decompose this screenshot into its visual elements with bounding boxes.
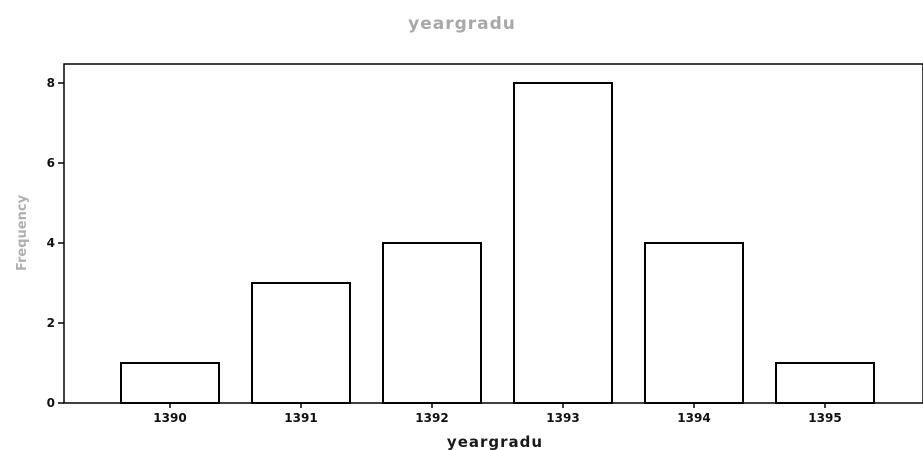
chart-title: yeargradu	[408, 14, 516, 34]
y-axis: 0 2 4 6 8	[47, 76, 64, 410]
x-tick-label-1395: 1395	[808, 411, 841, 425]
x-tick-label-1394: 1394	[677, 411, 710, 425]
bar-1393	[513, 82, 613, 404]
y-tick-label-2: 2	[47, 316, 55, 330]
y-tick-label-6: 6	[47, 156, 55, 170]
y-tick-label-4: 4	[47, 236, 55, 250]
x-tick-label-1390: 1390	[153, 411, 186, 425]
x-tick-label-1391: 1391	[284, 411, 317, 425]
y-tick-label-8: 8	[47, 76, 55, 90]
x-axis-label: yeargradu	[447, 433, 543, 450]
bar-1391	[251, 282, 351, 404]
x-tick-label-1393: 1393	[546, 411, 579, 425]
bar-1390	[120, 362, 220, 404]
plot-frame	[63, 63, 923, 404]
y-axis-label: Frequency	[15, 194, 30, 271]
x-tick-label-1392: 1392	[415, 411, 448, 425]
bar-1395	[775, 362, 875, 404]
bar-1392	[382, 242, 482, 404]
bar-1394	[644, 242, 744, 404]
x-axis: 1390 1391 1392 1393 1394 1395	[153, 403, 842, 425]
bar-series	[120, 82, 875, 404]
y-tick-label-0: 0	[47, 396, 55, 410]
